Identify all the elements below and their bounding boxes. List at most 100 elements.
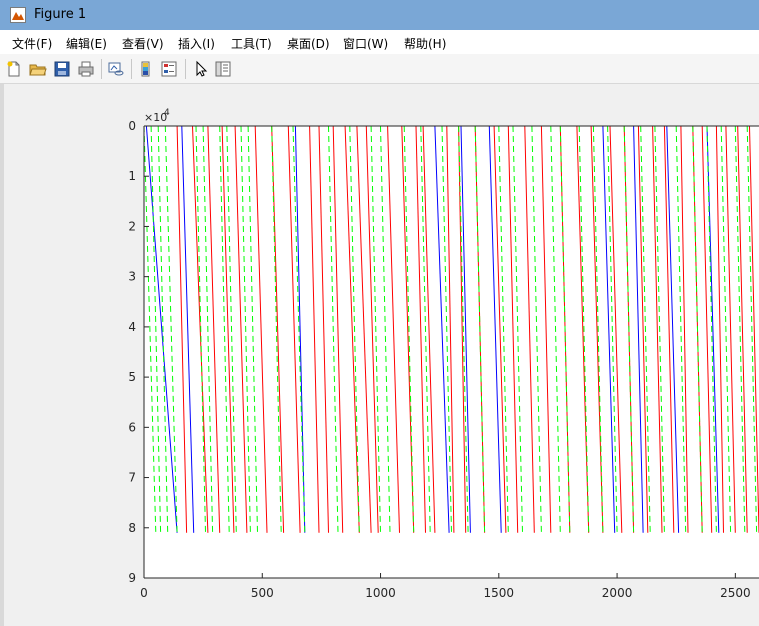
series-2-segment (654, 125, 665, 533)
y-exponent-power: 4 (164, 108, 170, 118)
series-2-segment (550, 125, 561, 533)
series-layer (143, 125, 759, 533)
series-1-segment (287, 125, 301, 533)
series-2-segment (150, 125, 162, 533)
x-tick-label: 2000 (602, 586, 633, 600)
series-1-segment (458, 125, 467, 533)
series-2-segment (734, 125, 746, 533)
new-figure-icon[interactable] (5, 60, 23, 78)
series-2-segment (380, 125, 391, 533)
matlab-figure-icon (10, 7, 26, 23)
series-2-segment (420, 125, 431, 533)
menu-window[interactable]: 窗口(W) (343, 37, 389, 51)
select-arrow-icon[interactable] (192, 60, 210, 78)
window-title: Figure 1 (34, 7, 87, 22)
series-1-segment (524, 125, 535, 533)
series-1-segment (309, 125, 320, 533)
series-2-segment (498, 125, 509, 533)
y-tick-label: 4 (128, 320, 136, 334)
series-1-segment (221, 125, 235, 533)
series-2-segment (240, 125, 251, 533)
series-2-segment (640, 125, 651, 533)
series-2-segment (349, 125, 360, 533)
series-1-segment (318, 125, 329, 533)
series-2-segment (607, 125, 618, 533)
menu-help[interactable]: 帮助(H) (404, 37, 447, 51)
figure-toolbar (0, 54, 759, 84)
series-1-segment (507, 125, 519, 533)
series-2-segment (474, 125, 486, 533)
series-1-segment (234, 125, 248, 533)
open-file-icon[interactable] (29, 60, 47, 78)
menu-view[interactable]: 查看(V) (122, 37, 164, 51)
series-1-segment (415, 125, 426, 533)
series-2-segment (706, 125, 717, 533)
series-1-segment (446, 125, 455, 533)
series-2-segment (292, 125, 306, 533)
series-0-segment (706, 125, 720, 533)
series-2-segment (578, 125, 590, 533)
series-1-segment (422, 125, 436, 533)
series-1-segment (576, 125, 590, 533)
y-tick-label: 5 (128, 370, 136, 384)
series-1-segment (332, 125, 344, 533)
series-0-segment (434, 125, 450, 533)
series-2-segment (720, 125, 732, 533)
series-2-segment (271, 125, 282, 533)
series-2-segment (195, 125, 206, 533)
series-2-segment (675, 125, 687, 533)
save-icon[interactable] (53, 60, 71, 78)
series-2-segment (370, 125, 381, 533)
property-inspector-icon[interactable] (214, 60, 232, 78)
series-1-segment (356, 125, 372, 533)
series-0-segment (488, 125, 502, 533)
series-0-segment (666, 125, 680, 533)
insert-colorbar-icon[interactable] (137, 60, 155, 78)
series-2-segment (441, 125, 452, 533)
series-1-segment (365, 125, 379, 533)
series-2-segment (247, 125, 258, 533)
series-1-segment (637, 125, 649, 533)
series-0-segment (460, 125, 471, 533)
x-tick-label: 500 (251, 586, 274, 600)
series-1-segment (344, 125, 360, 533)
series-0-segment (145, 125, 178, 533)
series-1-segment (254, 125, 268, 533)
series-0-segment (294, 125, 306, 533)
x-tick-label: 0 (140, 586, 148, 600)
series-2-segment (512, 125, 523, 533)
series-1-segment (176, 125, 188, 533)
x-tick-label: 1500 (484, 586, 515, 600)
series-1-segment (540, 125, 552, 533)
y-tick-label: 6 (128, 420, 136, 434)
figure-canvas: 0 1 2 3 4 5 6 7 8 9 0 500 1000 1500 2000 2500 ×10 4 (4, 84, 759, 626)
y-tick-label: 7 (128, 471, 136, 485)
y-tick-label: 1 (128, 169, 136, 183)
toolbar-separator (131, 59, 132, 79)
menu-file[interactable]: 文件(F) (12, 37, 53, 51)
series-1-segment (737, 125, 748, 533)
series-2-segment (226, 125, 237, 533)
series-2-segment (692, 125, 703, 533)
menu-tools[interactable]: 工具(T) (231, 37, 272, 51)
menu-edit[interactable]: 编辑(E) (66, 37, 107, 51)
series-2-segment (592, 125, 604, 533)
menu-desktop[interactable]: 桌面(D) (287, 37, 330, 51)
series-1-segment (271, 125, 285, 533)
series-1-segment (387, 125, 400, 533)
menu-insert[interactable]: 插入(I) (178, 37, 215, 51)
series-1-segment (609, 125, 623, 533)
y-exponent-label: ×10 (144, 111, 167, 124)
link-plot-icon[interactable] (107, 60, 125, 78)
series-2-segment (746, 125, 758, 533)
print-icon[interactable] (77, 60, 95, 78)
series-1-segment (192, 125, 209, 533)
y-tick-label: 8 (128, 521, 136, 535)
series-0-segment (181, 125, 195, 533)
insert-legend-icon[interactable] (160, 60, 178, 78)
x-tick-label: 2500 (720, 586, 751, 600)
series-1-segment (493, 125, 507, 533)
series-1-segment (663, 125, 675, 533)
